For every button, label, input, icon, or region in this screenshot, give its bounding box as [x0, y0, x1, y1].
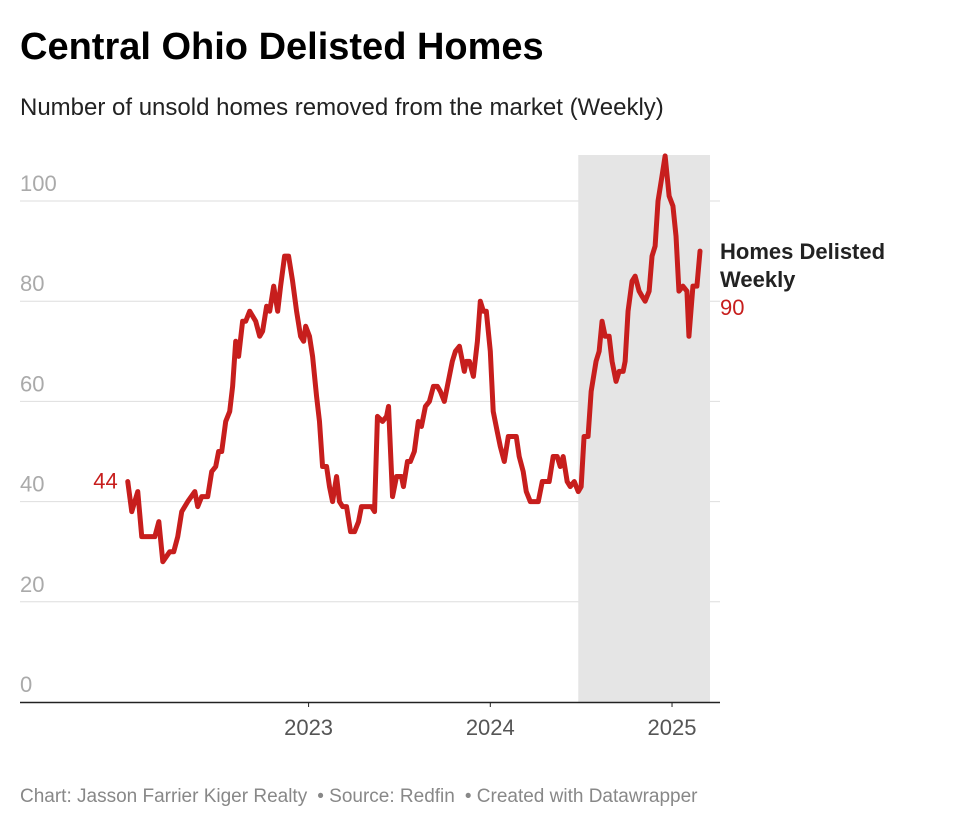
footer-note: • Source: Redfin — [317, 786, 455, 807]
y-tick-label: 40 — [20, 472, 44, 497]
chart-subtitle: Number of unsold homes removed from the … — [20, 94, 664, 121]
start-value-label: 44 — [93, 469, 117, 494]
footer-note: Chart: Jasson Farrier Kiger Realty — [20, 786, 308, 807]
highlight-band — [578, 155, 711, 702]
footer-note: • Created with Datawrapper — [465, 786, 698, 807]
x-tick-label: 2023 — [284, 715, 333, 740]
y-tick-label: 80 — [20, 271, 44, 296]
end-value-label: 90 — [720, 295, 744, 320]
y-tick-label: 0 — [20, 672, 32, 697]
y-tick-label: 20 — [20, 572, 44, 597]
y-tick-label: 100 — [20, 171, 57, 196]
y-tick-label: 60 — [20, 371, 44, 396]
series-label-line: Weekly — [720, 267, 796, 292]
series-line — [125, 153, 703, 565]
x-tick-label: 2024 — [466, 715, 515, 740]
chart-title: Central Ohio Delisted Homes — [20, 26, 544, 68]
x-tick-label: 2025 — [648, 715, 697, 740]
series-label: Homes Delisted Weekly — [720, 239, 885, 292]
series-label-line: Homes Delisted — [720, 239, 885, 264]
